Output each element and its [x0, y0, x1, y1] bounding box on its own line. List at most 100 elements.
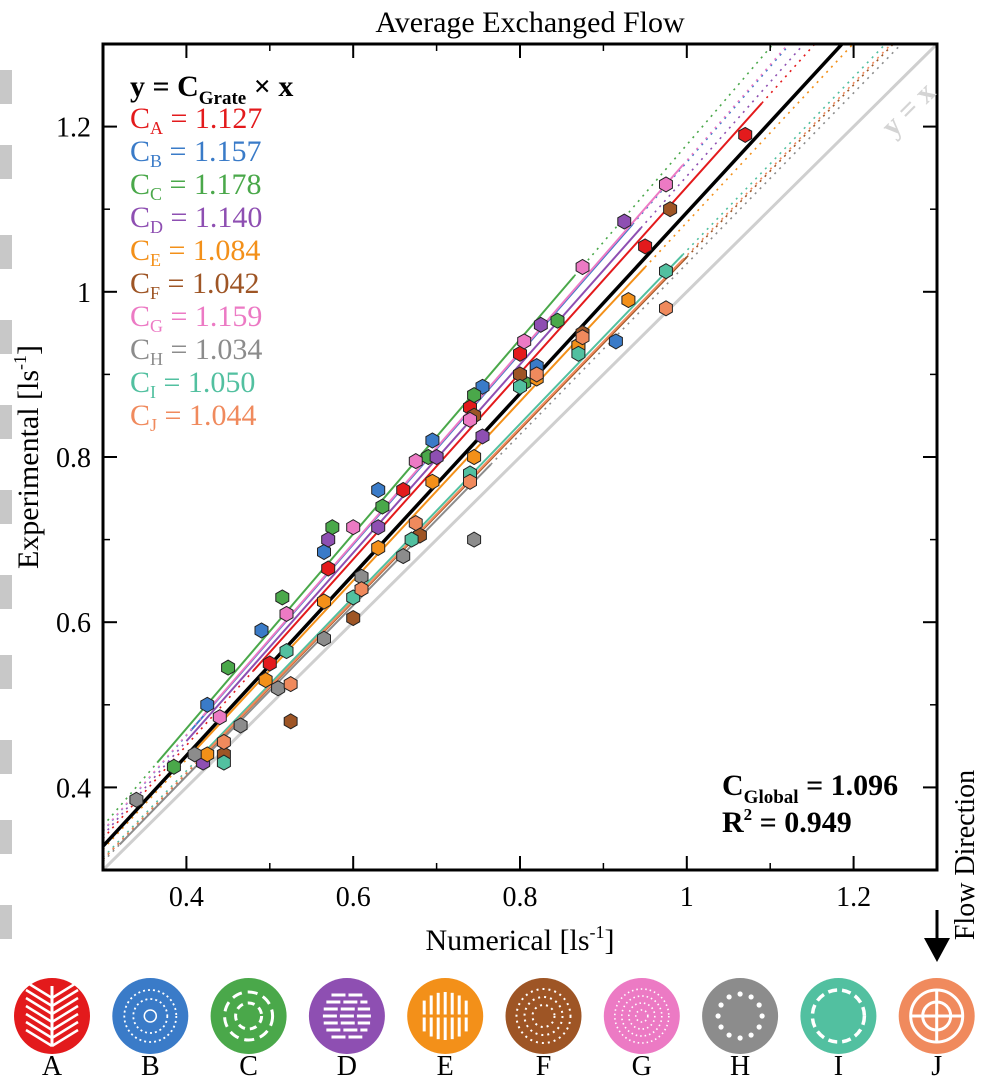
- fit-line-I: [206, 254, 684, 750]
- r-squared-symbol: R: [722, 806, 744, 839]
- data-point-E: [425, 473, 440, 490]
- data-point-D: [533, 316, 548, 333]
- data-point-J: [216, 733, 231, 751]
- x-axis-label: Numerical [ls-1]: [425, 922, 614, 957]
- fit-line-D: [185, 227, 642, 742]
- fit-line-extension: [490, 44, 903, 465]
- data-point-I: [404, 531, 419, 548]
- x-tick-label: 1.2: [836, 882, 871, 913]
- grate-c-icon: [210, 978, 287, 1054]
- grate-label: D: [337, 1051, 357, 1079]
- grate-f-icon: [505, 978, 582, 1054]
- fit-line-extension: [682, 44, 893, 261]
- data-point-F: [283, 713, 298, 730]
- data-point-E: [371, 539, 386, 556]
- global-coefficient-value: = 1.096: [799, 769, 899, 802]
- data-point-A: [321, 560, 336, 577]
- grate-i-icon: [800, 978, 877, 1054]
- data-point-G: [463, 411, 477, 428]
- data-point-A: [738, 126, 753, 143]
- legend-entry-D: CD = 1.140: [130, 201, 262, 237]
- fit-line-extension: [682, 44, 790, 166]
- data-point-A: [513, 345, 527, 362]
- r-squared: R2 = 0.949: [722, 805, 852, 839]
- data-point-D: [371, 519, 386, 536]
- fit-line-extension: [103, 750, 208, 860]
- data-point-F: [346, 610, 361, 627]
- fit-line-extension: [103, 715, 204, 832]
- data-point-B: [200, 696, 215, 713]
- y-tick-label: 1.2: [56, 113, 91, 144]
- grate-h-icon: [702, 978, 779, 1054]
- grate-e-icon: [407, 978, 484, 1054]
- data-point-J: [575, 329, 590, 346]
- chart-title: Average Exchanged Flow: [375, 6, 685, 39]
- data-point-G: [212, 709, 227, 726]
- grate-label: A: [42, 1051, 63, 1079]
- legend-entry-H: CH = 1.034: [130, 333, 262, 369]
- data-point-A: [262, 655, 277, 672]
- grate-label: I: [834, 1051, 843, 1079]
- fit-line-extension: [761, 44, 816, 104]
- data-point-D: [475, 428, 490, 445]
- grate-label: C: [239, 1051, 258, 1079]
- fit-line-extension: [103, 748, 208, 859]
- fit-line-extension: [631, 44, 791, 225]
- data-point-H: [129, 791, 144, 808]
- data-point-E: [317, 593, 331, 610]
- fit-line-A: [252, 102, 763, 672]
- data-point-D: [617, 213, 632, 230]
- y-tick-label: 0.4: [56, 773, 91, 804]
- legend-entry-E: CE = 1.084: [130, 234, 260, 270]
- x-axis-label-end: ]: [605, 924, 615, 957]
- page-edge-decor: [0, 70, 12, 939]
- data-point-H: [317, 630, 331, 647]
- data-point-G: [346, 519, 361, 536]
- grate-b-icon: [112, 978, 189, 1054]
- grate-label: F: [536, 1051, 552, 1079]
- data-point-G: [408, 453, 423, 470]
- flow-direction-label: Flow Direction: [950, 770, 981, 940]
- y-axis-label: Experimental [ls-1]: [10, 345, 45, 569]
- global-fit-stats: CGlobal = 1.096 R2 = 0.949: [722, 769, 898, 839]
- x-tick-label: 0.4: [169, 882, 204, 913]
- y-tick-label: 0.8: [56, 443, 91, 474]
- data-point-F: [663, 201, 678, 218]
- data-point-C: [375, 498, 390, 515]
- data-point-I: [659, 263, 673, 280]
- data-point-C: [221, 659, 236, 676]
- data-point-C: [166, 758, 181, 775]
- data-point-B: [371, 481, 386, 499]
- x-axis-label-sup: -1: [590, 922, 605, 942]
- data-point-C: [275, 589, 290, 606]
- data-point-C: [467, 387, 482, 404]
- axis-ticks: 0.4 0.6 0.8 1 1.2 0.4 0.6 0.8 1 1.2: [56, 43, 938, 913]
- grate-icons-row: A B C D E F G H I J: [14, 978, 975, 1079]
- data-point-B: [254, 622, 269, 639]
- data-point-D: [429, 448, 444, 466]
- data-point-H: [233, 717, 248, 734]
- data-point-J: [408, 515, 423, 532]
- data-point-H: [396, 548, 411, 565]
- flow-direction-arrow-icon: [924, 910, 950, 962]
- data-point-H: [467, 531, 482, 548]
- global-coefficient: CGlobal = 1.096: [722, 769, 898, 808]
- legend-entry-G: CG = 1.159: [130, 300, 262, 336]
- y-tick-label: 1: [77, 278, 91, 309]
- fit-line-extension: [682, 44, 887, 256]
- fit-line-extension: [644, 44, 855, 268]
- grate-j-icon: [898, 978, 975, 1054]
- data-point-J: [529, 366, 544, 383]
- legend-entry-A: CA = 1.127: [130, 102, 262, 138]
- data-point-J: [659, 300, 673, 317]
- x-tick-label: 1: [680, 882, 694, 913]
- data-point-I: [571, 345, 586, 362]
- identity-line-label: y = x: [875, 76, 942, 143]
- data-point-G: [517, 333, 532, 350]
- fit-line-C: [156, 275, 575, 764]
- y-axis-label-main: Experimental [ls: [12, 370, 45, 569]
- data-point-G: [659, 176, 673, 193]
- fit-line-extension: [103, 754, 192, 850]
